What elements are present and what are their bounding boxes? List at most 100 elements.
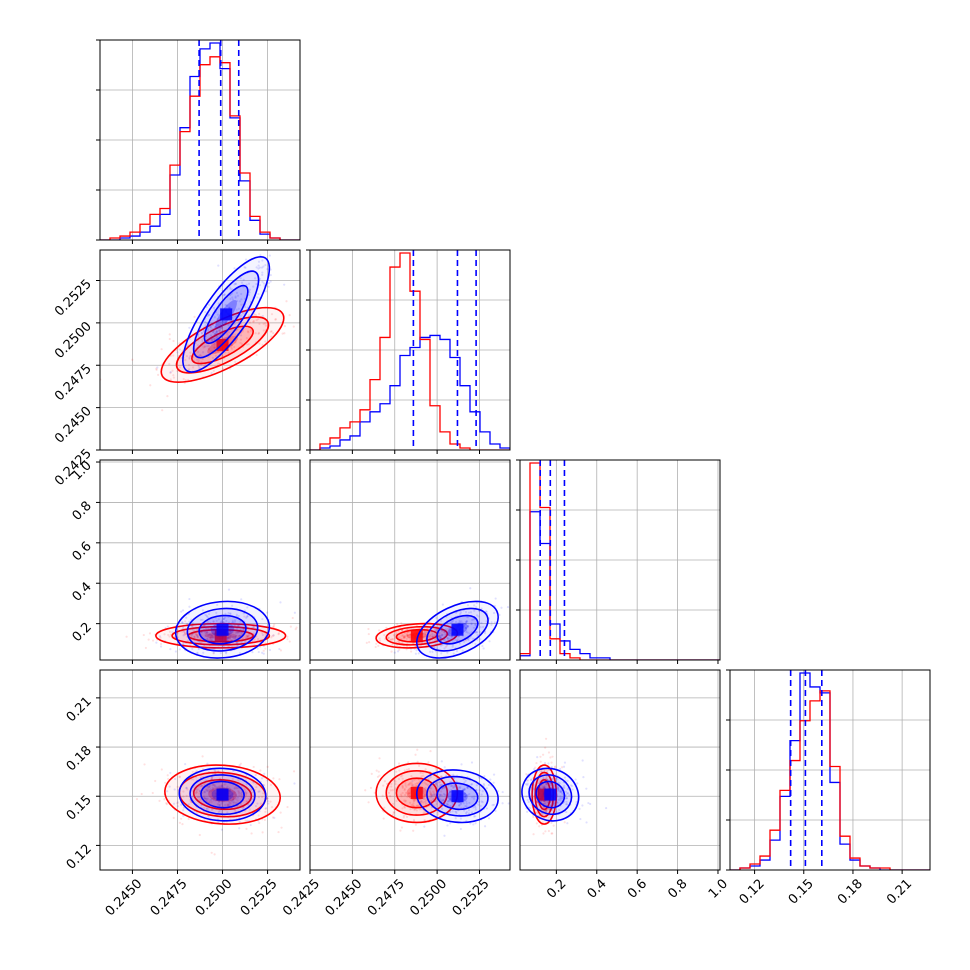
scatter-point	[270, 335, 273, 338]
scatter-point	[449, 799, 452, 802]
contour-blue	[178, 767, 267, 822]
scatter-point	[144, 646, 147, 650]
scatter-point	[182, 814, 185, 818]
scatter-point	[449, 629, 452, 632]
scatter-point	[543, 810, 546, 813]
scatter-point	[238, 652, 242, 655]
scatter-point	[419, 771, 422, 774]
scatter-point	[233, 620, 237, 623]
scatter-point	[213, 797, 216, 800]
contour-blue	[521, 767, 580, 822]
scatter-point	[381, 794, 384, 797]
scatter-point	[465, 629, 468, 632]
scatter-point	[481, 790, 484, 793]
scatter-point	[375, 769, 378, 772]
scatter-point	[412, 799, 415, 802]
scatter-point	[176, 785, 179, 788]
scatter-point	[295, 626, 298, 629]
scatter-point	[559, 790, 562, 793]
scatter-point	[376, 775, 380, 778]
scatter-point	[257, 637, 260, 641]
scatter-point	[429, 787, 433, 790]
scatter-point	[265, 807, 268, 810]
scatter-point	[392, 633, 395, 637]
scatter-point	[210, 349, 213, 353]
density-peak-blue	[216, 623, 229, 636]
scatter-point	[440, 799, 443, 802]
scatter-point	[468, 632, 471, 635]
scatter-point	[403, 635, 406, 639]
scatter-point	[178, 648, 181, 651]
scatter-point	[228, 800, 231, 803]
scatter-point	[228, 804, 231, 807]
scatter-point	[193, 635, 196, 638]
scatter-point	[292, 325, 295, 328]
scatter-point	[477, 800, 481, 803]
panel-frame-3-1	[309, 669, 511, 871]
scatter-point	[231, 620, 235, 624]
scatter-point	[250, 832, 253, 835]
scatter-point	[240, 795, 243, 799]
scatter-point	[247, 293, 250, 297]
scatter-point	[207, 815, 210, 818]
scatter-point	[143, 763, 146, 766]
scatter-point	[198, 796, 201, 799]
scatter-point	[233, 267, 236, 270]
scatter-point	[472, 823, 475, 826]
scatter-point	[229, 789, 232, 792]
scatter-point	[206, 314, 209, 318]
scatter-point	[459, 802, 463, 805]
y-tick-label: 0.2450	[52, 404, 95, 447]
scatter-point	[180, 803, 183, 806]
scatter-point	[440, 794, 443, 797]
contour-blue	[203, 284, 249, 345]
scatter-point	[451, 635, 454, 638]
scatter-point	[155, 367, 158, 370]
scatter-point	[447, 631, 450, 634]
scatter-point	[182, 795, 185, 798]
scatter-point	[244, 793, 248, 797]
scatter-point	[475, 614, 479, 617]
scatter-point	[544, 783, 547, 786]
scatter-point	[199, 354, 203, 357]
scatter-point	[311, 635, 313, 637]
scatter-point	[452, 786, 456, 789]
scatter-point	[234, 810, 237, 813]
scatter-point	[555, 810, 558, 814]
scatter-point	[224, 351, 227, 354]
panel-frame-2-0	[99, 459, 301, 661]
scatter-point	[545, 775, 548, 779]
scatter-point	[393, 634, 396, 637]
scatter-point	[507, 802, 510, 805]
scatter-point	[264, 647, 267, 650]
scatter-point	[198, 366, 201, 370]
scatter-point	[393, 779, 396, 782]
scatter-point	[245, 283, 248, 286]
scatter-point	[227, 636, 230, 639]
scatter-point	[399, 775, 403, 778]
x-tick-label: 0.18	[835, 876, 866, 907]
scatter-point	[554, 776, 557, 779]
scatter-point	[255, 785, 258, 789]
scatter-point	[411, 642, 415, 645]
scatter-point	[241, 637, 244, 640]
scatter-point	[169, 771, 172, 775]
scatter-point	[277, 830, 280, 834]
scatter-point	[229, 788, 232, 791]
scatter-point	[230, 630, 233, 633]
scatter-point	[269, 783, 273, 786]
scatter-point	[262, 652, 265, 655]
scatter-point	[185, 786, 188, 789]
scatter-point	[231, 298, 235, 301]
scatter-point	[140, 792, 143, 796]
scatter-point	[441, 807, 444, 810]
scatter-point	[451, 802, 454, 806]
scatter-point	[244, 790, 247, 793]
scatter-point	[479, 804, 482, 808]
scatter-point	[178, 821, 181, 824]
scatter-point	[217, 329, 220, 333]
scatter-point	[404, 799, 407, 802]
scatter-point	[248, 808, 251, 811]
scatter-point	[422, 774, 425, 777]
scatter-point	[420, 808, 423, 811]
